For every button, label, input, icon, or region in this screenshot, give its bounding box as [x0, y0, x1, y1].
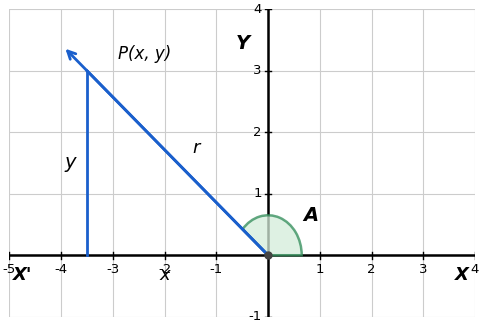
Text: P(x, y): P(x, y) — [118, 45, 171, 63]
Text: 4: 4 — [254, 3, 262, 16]
Text: -3: -3 — [106, 263, 120, 275]
Wedge shape — [242, 215, 302, 255]
Text: x: x — [159, 266, 170, 284]
Text: 2: 2 — [367, 263, 376, 275]
Text: 1: 1 — [316, 263, 324, 275]
Text: 3: 3 — [419, 263, 428, 275]
Text: -2: -2 — [158, 263, 171, 275]
Text: Y: Y — [236, 34, 250, 52]
Text: r: r — [192, 139, 200, 157]
Text: X': X' — [13, 266, 32, 284]
Text: -5: -5 — [3, 263, 16, 275]
Text: 1: 1 — [254, 187, 262, 200]
Text: X: X — [455, 266, 469, 284]
Text: A: A — [303, 206, 318, 225]
Text: -4: -4 — [54, 263, 67, 275]
Text: 2: 2 — [254, 126, 262, 139]
Text: 3: 3 — [254, 64, 262, 77]
Text: -1: -1 — [210, 263, 223, 275]
Text: 4: 4 — [471, 263, 479, 275]
Text: y: y — [64, 154, 76, 172]
Text: -1: -1 — [249, 310, 262, 323]
